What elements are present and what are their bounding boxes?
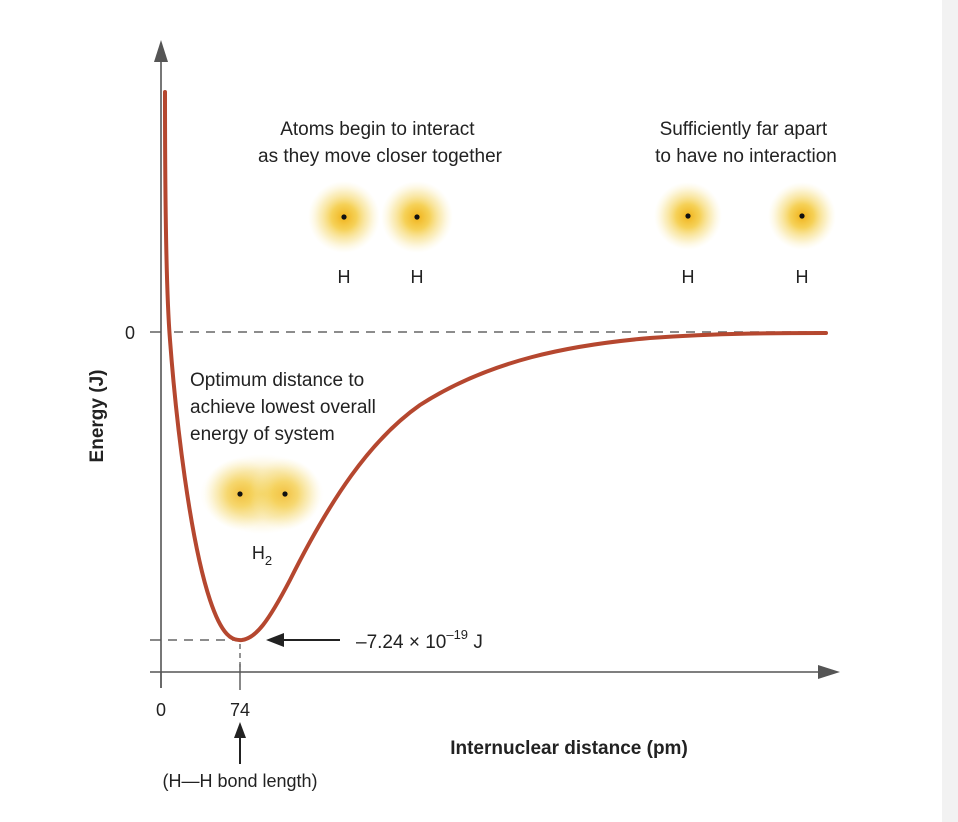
y-axis-arrow xyxy=(154,40,168,62)
x-origin-label: 0 xyxy=(156,700,166,720)
interact-annotation: Atoms begin to interact as they move clo… xyxy=(258,119,503,167)
optimum-annotation-line-2: achieve lowest overall xyxy=(190,397,376,418)
minimum-energy-label: –7.24 × 10–19 J xyxy=(356,627,483,653)
h2-label-symbol: H xyxy=(252,543,265,563)
bond-length-arrow-head xyxy=(234,722,246,738)
bond-length-note: (H—H bond length) xyxy=(162,771,317,791)
optimum-annotation-line-1: Optimum distance to xyxy=(190,370,364,391)
far-h-label-left: H xyxy=(682,267,695,287)
minimum-energy-exponent: –19 xyxy=(446,627,468,642)
h2-label: H2 xyxy=(252,543,272,568)
right-edge-panel xyxy=(942,0,958,822)
potential-energy-curve xyxy=(163,90,828,643)
interacting-h-label-right: H xyxy=(411,267,424,287)
interact-annotation-line-1: Atoms begin to interact xyxy=(280,119,475,140)
far-apart-annotation-line-2: to have no interaction xyxy=(655,146,837,167)
interacting-h-atom-right-nucleus xyxy=(414,214,420,220)
h2-nucleus-left xyxy=(237,491,243,497)
h2-nucleus-right xyxy=(282,491,288,497)
far-h-atom-left-nucleus xyxy=(685,213,691,219)
far-apart-annotation: Sufficiently far apart to have no intera… xyxy=(655,119,837,167)
minimum-energy-arrow-head xyxy=(266,633,284,647)
x-axis-label: Internuclear distance (pm) xyxy=(450,738,688,759)
y-zero-label: 0 xyxy=(125,323,135,343)
optimum-annotation-line-3: energy of system xyxy=(190,424,335,445)
minimum-energy-mantissa: –7.24 × 10 xyxy=(356,632,446,653)
far-h-atom-right-nucleus xyxy=(799,213,805,219)
minimum-energy-unit: J xyxy=(468,632,483,653)
y-axis-label: Energy (J) xyxy=(87,370,108,463)
interacting-h-atom-left-nucleus xyxy=(341,214,347,220)
interacting-h-label-left: H xyxy=(338,267,351,287)
far-apart-annotation-line-1: Sufficiently far apart xyxy=(660,119,828,140)
x-axis-arrow xyxy=(818,665,840,679)
far-h-label-right: H xyxy=(796,267,809,287)
x-74-label: 74 xyxy=(230,700,250,720)
h2-label-subscript: 2 xyxy=(265,553,272,568)
interact-annotation-line-2: as they move closer together xyxy=(258,146,503,167)
optimum-annotation: Optimum distance to achieve lowest overa… xyxy=(190,370,381,445)
